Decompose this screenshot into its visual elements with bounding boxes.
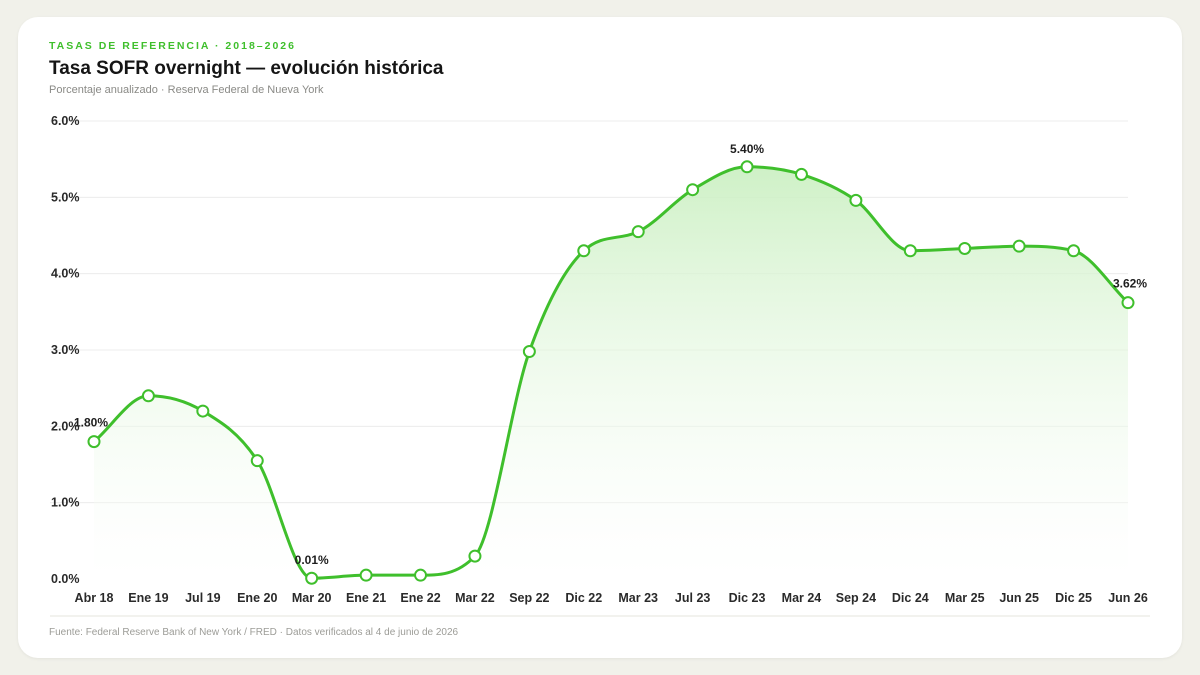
x-tick-label: Dic 25	[1055, 591, 1092, 605]
data-label: 5.40%	[730, 142, 764, 156]
y-tick-label: 2.0%	[51, 419, 80, 433]
data-point	[87, 435, 101, 449]
x-tick-label: Dic 22	[565, 591, 602, 605]
y-tick-label: 6.0%	[51, 114, 80, 128]
x-tick-label: Mar 23	[618, 591, 658, 605]
x-tick-label: Mar 24	[782, 591, 822, 605]
data-point	[1067, 244, 1081, 258]
data-point	[305, 571, 319, 585]
chart-subtitle: Porcentaje anualizado · Reserva Federal …	[49, 84, 324, 96]
x-tick-label: Ene 20	[237, 591, 277, 605]
y-tick-label: 5.0%	[51, 190, 80, 204]
data-point	[1012, 239, 1026, 253]
data-point	[577, 244, 591, 258]
x-tick-label: Sep 24	[836, 591, 876, 605]
y-tick-label: 1.0%	[51, 496, 80, 510]
chart-title: Tasa SOFR overnight — evolución históric…	[49, 58, 444, 79]
data-point	[740, 160, 754, 174]
y-tick-label: 4.0%	[51, 267, 80, 281]
data-point	[141, 389, 155, 403]
data-point	[1121, 296, 1135, 310]
data-labels: 1.80% 0.01% 5.40% 3.62%	[74, 142, 1147, 567]
data-points	[87, 160, 1135, 585]
data-point	[250, 454, 264, 468]
data-point	[468, 549, 482, 563]
data-point	[196, 404, 210, 418]
x-tick-label: Ene 19	[128, 591, 168, 605]
data-point	[359, 568, 373, 582]
data-point	[522, 345, 536, 359]
data-point	[686, 183, 700, 197]
y-tick-label: 3.0%	[51, 343, 80, 357]
y-tick-label: 0.0%	[51, 572, 80, 586]
x-tick-label: Mar 25	[945, 591, 985, 605]
x-tick-label: Sep 22	[509, 591, 549, 605]
x-tick-label: Dic 24	[892, 591, 929, 605]
data-point	[849, 193, 863, 207]
data-point	[958, 241, 972, 255]
chart-source-note: Fuente: Federal Reserve Bank of New York…	[49, 627, 459, 638]
data-point	[903, 244, 917, 258]
y-axis-ticks: 0.0% 1.0% 2.0% 3.0% 4.0% 5.0% 6.0%	[51, 114, 80, 586]
x-tick-label: Ene 22	[400, 591, 440, 605]
x-tick-label: Jul 19	[185, 591, 220, 605]
data-label: 1.80%	[74, 416, 108, 430]
data-point	[631, 225, 645, 239]
data-point	[794, 167, 808, 181]
x-tick-label: Mar 20	[292, 591, 332, 605]
x-tick-label: Jul 23	[675, 591, 710, 605]
data-label: 3.62%	[1113, 277, 1147, 291]
x-axis-ticks: Abr 18 Ene 19 Jul 19 Ene 20 Mar 20 Ene 21 Ene …	[75, 591, 1148, 605]
x-tick-label: Jun 25	[999, 591, 1039, 605]
area-fill	[94, 166, 1128, 580]
x-tick-label: Jun 26	[1108, 591, 1148, 605]
chart-kicker: TASAS DE REFERENCIA · 2018–2026	[49, 40, 296, 52]
data-label: 0.01%	[295, 553, 329, 567]
data-point	[414, 568, 428, 582]
x-tick-label: Abr 18	[75, 591, 114, 605]
x-tick-label: Ene 21	[346, 591, 386, 605]
x-tick-label: Mar 22	[455, 591, 495, 605]
x-tick-label: Dic 23	[729, 591, 766, 605]
